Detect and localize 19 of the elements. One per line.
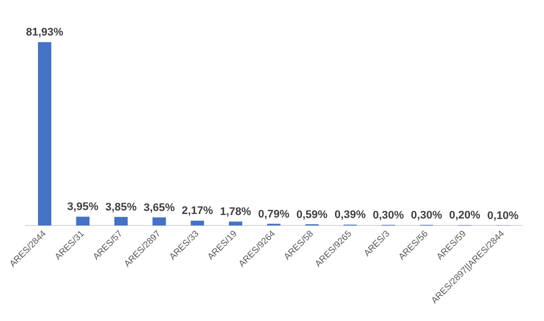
- data-label: 0,30%: [372, 209, 404, 222]
- data-label: 3,85%: [105, 201, 137, 214]
- data-label: 0,10%: [487, 210, 519, 222]
- data-label: 81,93%: [26, 26, 64, 39]
- data-label: 3,65%: [144, 202, 176, 214]
- data-label: 0,59%: [296, 208, 328, 221]
- bar: [190, 220, 204, 226]
- data-label: 0,39%: [334, 209, 366, 222]
- bar: [114, 216, 128, 226]
- bar: [76, 216, 90, 226]
- bar: [228, 222, 242, 226]
- data-label: 0,79%: [258, 208, 290, 220]
- data-label: 2,17%: [182, 205, 214, 218]
- data-label: 1,78%: [220, 206, 252, 218]
- bar: [152, 217, 166, 226]
- data-label: 3,95%: [67, 201, 99, 214]
- data-label: 0,30%: [410, 209, 442, 222]
- data-label: 0,20%: [449, 210, 481, 222]
- bar: [38, 42, 52, 226]
